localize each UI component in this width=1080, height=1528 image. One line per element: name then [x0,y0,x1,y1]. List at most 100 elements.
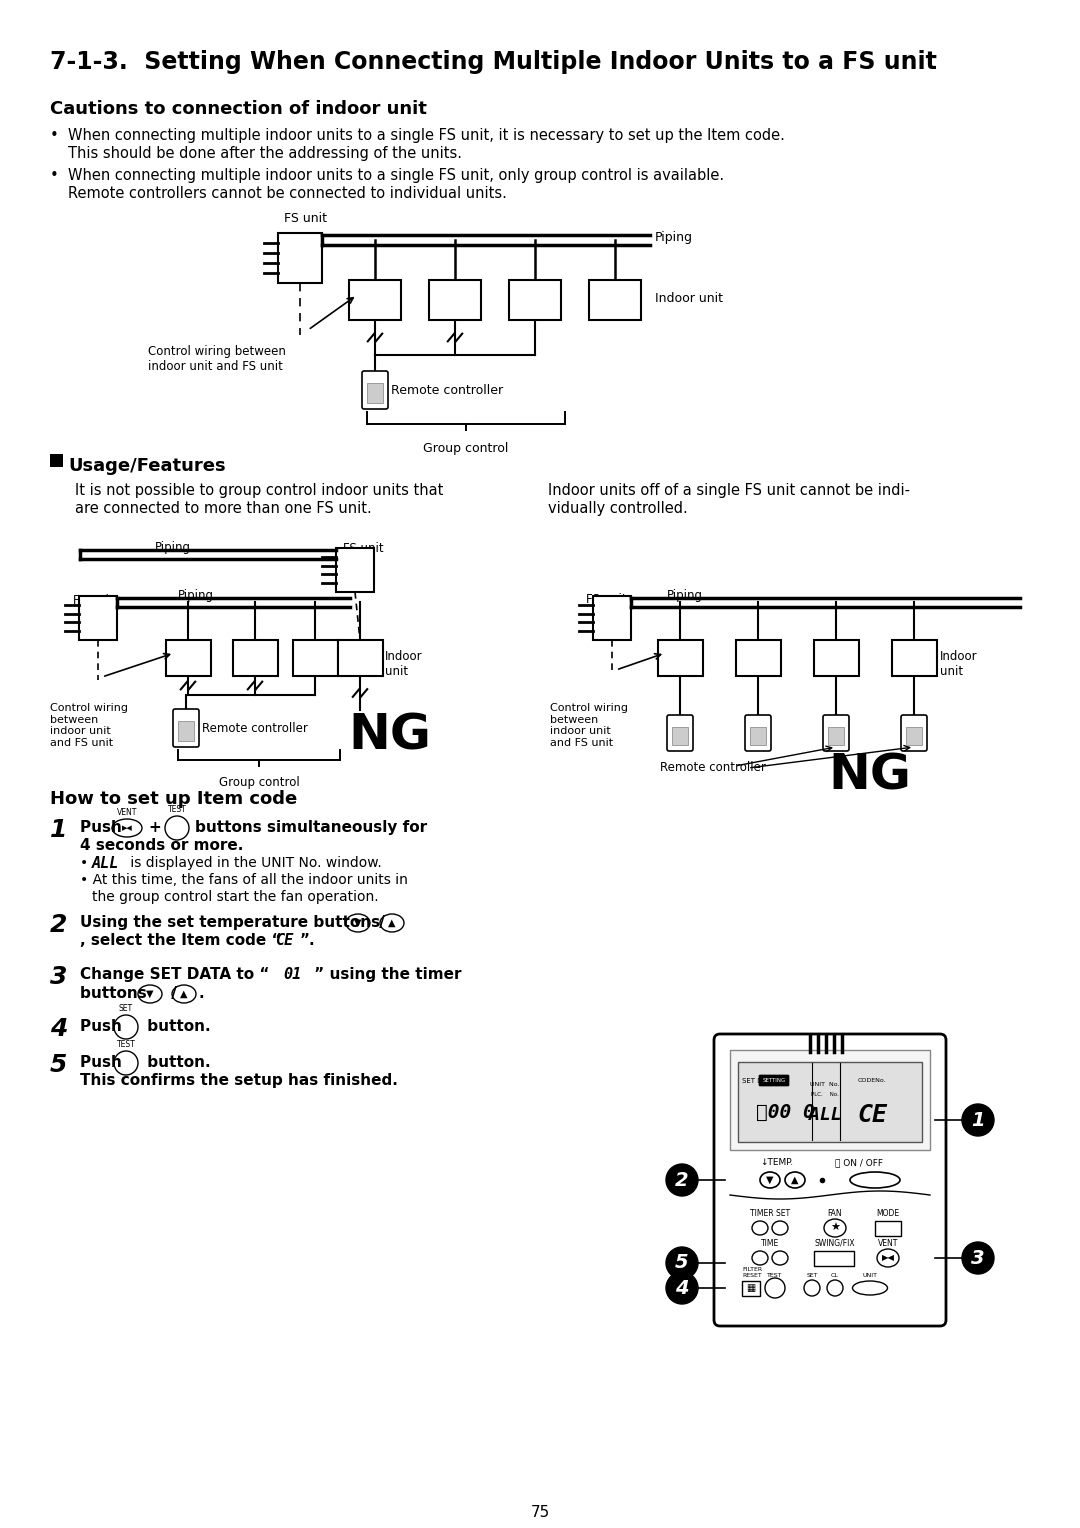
Bar [738,1062,922,1141]
Text: ▲: ▲ [792,1175,799,1186]
FancyBboxPatch shape [667,715,693,750]
Text: How to set up Item code: How to set up Item code [50,790,297,808]
Text: SETTING: SETTING [762,1077,785,1082]
Bar [293,640,337,675]
Text: 5: 5 [675,1253,689,1273]
Text: ▼: ▼ [766,1175,773,1186]
Text: ▶◀: ▶◀ [122,825,133,831]
Text: Control wiring
between
indoor unit
and FS unit: Control wiring between indoor unit and F… [550,703,627,747]
Bar [429,280,481,319]
Text: PLC.    No.: PLC. No. [811,1093,839,1097]
Text: ★: ★ [831,1222,840,1233]
Text: •  When connecting multiple indoor units to a single FS unit, it is necessary to: • When connecting multiple indoor units … [50,128,785,144]
Text: /: / [166,986,177,1001]
Text: 1: 1 [971,1111,985,1129]
Text: NG: NG [828,752,912,801]
Text: Piping: Piping [156,541,191,555]
Bar [278,232,322,283]
Circle shape [962,1242,994,1274]
Text: Change SET DATA to “: Change SET DATA to “ [80,967,269,983]
Text: ” using the timer: ” using the timer [309,967,461,983]
Text: FAN: FAN [827,1209,842,1218]
Bar [891,640,936,675]
Text: ➒00 0: ➒00 0 [756,1103,814,1122]
FancyBboxPatch shape [362,371,388,410]
Text: Group control: Group control [423,442,509,455]
Bar [589,280,642,319]
Text: is displayed in the UNIT No. window.: is displayed in the UNIT No. window. [126,856,381,869]
Bar [658,640,702,675]
Text: CE: CE [275,934,294,947]
Text: ALL: ALL [809,1106,841,1125]
Bar [735,640,781,675]
Text: •: • [80,856,93,869]
Text: Push: Push [80,821,127,834]
Text: This confirms the setup has finished.: This confirms the setup has finished. [80,1073,397,1088]
Bar [232,640,278,675]
Text: FILTER
RESET: FILTER RESET [742,1267,762,1277]
Text: .: . [198,986,204,1001]
Text: SWING/FIX: SWING/FIX [814,1239,855,1248]
Text: 7-1-3.  Setting When Connecting Multiple Indoor Units to a FS unit: 7-1-3. Setting When Connecting Multiple … [50,50,936,73]
Text: Remote controllers cannot be connected to individual units.: Remote controllers cannot be connected t… [68,186,507,202]
Bar [165,640,211,675]
Text: Piping: Piping [178,590,214,602]
Text: ▲: ▲ [388,918,395,927]
Text: NG: NG [349,712,432,759]
Text: 3: 3 [971,1248,985,1268]
Text: vidually controlled.: vidually controlled. [548,501,688,516]
Circle shape [962,1105,994,1135]
Text: 5: 5 [50,1053,67,1077]
Text: buttons simultaneously for: buttons simultaneously for [195,821,427,834]
Text: /: / [374,915,384,931]
Text: CL: CL [832,1273,839,1277]
Text: the group control start the fan operation.: the group control start the fan operatio… [92,889,379,905]
Text: ↓TEMP.: ↓TEMP. [760,1158,793,1167]
Text: TIME: TIME [761,1239,779,1248]
Text: UNIT  No.: UNIT No. [810,1082,840,1086]
Bar [367,384,383,403]
Text: are connected to more than one FS unit.: are connected to more than one FS unit. [75,501,372,516]
Bar [336,549,374,591]
Text: Indoor
unit: Indoor unit [940,649,977,678]
Text: Indoor units off of a single FS unit cannot be indi-: Indoor units off of a single FS unit can… [548,483,910,498]
Text: 1: 1 [50,817,67,842]
Bar [672,727,688,746]
Text: 4: 4 [50,1018,67,1041]
Text: +: + [149,821,167,834]
Text: Piping: Piping [667,590,703,602]
Text: 3: 3 [50,966,67,989]
Text: ▼: ▼ [354,918,362,927]
Text: TEST: TEST [167,805,187,814]
Bar [742,1280,760,1296]
Text: Piping: Piping [654,232,693,244]
Text: 75: 75 [530,1505,550,1520]
Text: Group control: Group control [218,776,299,788]
FancyBboxPatch shape [823,715,849,750]
Text: Remote controller: Remote controller [391,384,503,396]
Text: ▲: ▲ [180,989,188,999]
Text: button.: button. [141,1019,211,1034]
Bar [50,454,63,468]
Text: MODE: MODE [877,1209,900,1218]
Text: CODENo.: CODENo. [858,1077,887,1083]
Bar [828,727,843,746]
Text: SET: SET [806,1273,818,1277]
Text: TIMER SET: TIMER SET [750,1209,791,1218]
Text: FS unit: FS unit [283,212,326,225]
Text: Remote controller: Remote controller [202,721,308,735]
Text: •  When connecting multiple indoor units to a single FS unit, only group control: • When connecting multiple indoor units … [50,168,724,183]
Text: FS unit: FS unit [72,594,113,607]
FancyBboxPatch shape [173,709,199,747]
Circle shape [666,1271,698,1303]
Bar [79,596,117,640]
Text: CE: CE [858,1103,887,1128]
Text: 2: 2 [50,914,67,937]
Text: ⏻ ON / OFF: ⏻ ON / OFF [835,1158,883,1167]
Bar [349,280,401,319]
Text: Indoor
unit: Indoor unit [384,649,422,678]
Bar [814,1251,854,1267]
Text: Control wiring
between
indoor unit
and FS unit: Control wiring between indoor unit and F… [50,703,129,747]
Text: ▶◀: ▶◀ [881,1253,894,1262]
Text: ▼: ▼ [146,989,153,999]
